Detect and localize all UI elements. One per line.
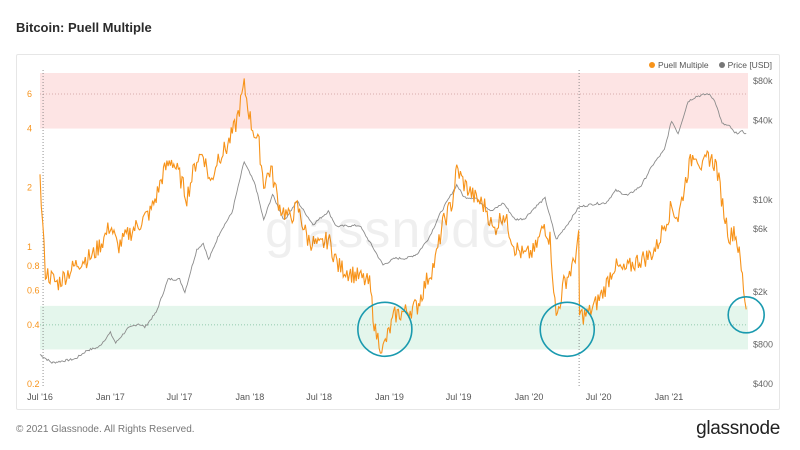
left-tick-3: 0.8 [27,261,40,271]
series-puell-line [39,78,747,354]
chart-panel [16,54,780,410]
x-tick-6: Jul '19 [446,392,472,402]
annotation-circle-1 [357,301,413,358]
x-tick-8: Jul '20 [586,392,612,402]
watermark: glassnode [265,201,512,259]
left-tick-5: 2 [27,183,32,193]
page-title: Bitcoin: Puell Multiple [16,20,152,35]
x-tick-3: Jan '18 [236,392,265,402]
copyright: © 2021 Glassnode. All Rights Reserved. [16,424,195,435]
x-tick-5: Jan '19 [375,392,404,402]
bottom-band [40,305,748,350]
x-tick-7: Jan '20 [515,392,544,402]
x-tick-2: Jul '17 [167,392,193,402]
legend-item-price[interactable]: Price [USD] [718,60,772,70]
legend-label-puell: Puell Multiple [658,60,709,70]
chart-legend: Puell Multiple Price [USD] [649,60,772,70]
annotation-circle-3 [727,296,765,334]
x-tick-9: Jan '21 [655,392,684,402]
x-tick-1: Jan '17 [96,392,125,402]
right-tick-5: $40k [753,116,773,126]
left-tick-2: 0.6 [27,285,40,295]
top-band [40,73,748,129]
x-tick-0: Jul '16 [27,392,53,402]
left-tick-0: 0.2 [27,379,40,389]
legend-dot-price-icon [718,62,725,68]
legend-dot-puell-icon [649,62,656,68]
right-tick-2: $2k [753,287,768,297]
series-price-line [39,93,747,364]
left-tick-7: 6 [27,89,32,99]
right-tick-3: $6k [753,224,768,234]
right-tick-1: $800 [753,339,773,349]
left-tick-6: 4 [27,124,32,134]
right-tick-0: $400 [753,379,773,389]
x-tick-4: Jul '18 [306,392,332,402]
legend-label-price: Price [USD] [727,60,772,70]
legend-item-puell[interactable]: Puell Multiple [649,60,709,70]
right-tick-4: $10k [753,195,773,205]
brand-logo[interactable]: glassnode [696,418,780,439]
left-tick-4: 1 [27,242,32,252]
right-tick-6: $80k [753,76,773,86]
annotation-circle-2 [539,301,596,358]
left-tick-1: 0.4 [27,320,40,330]
